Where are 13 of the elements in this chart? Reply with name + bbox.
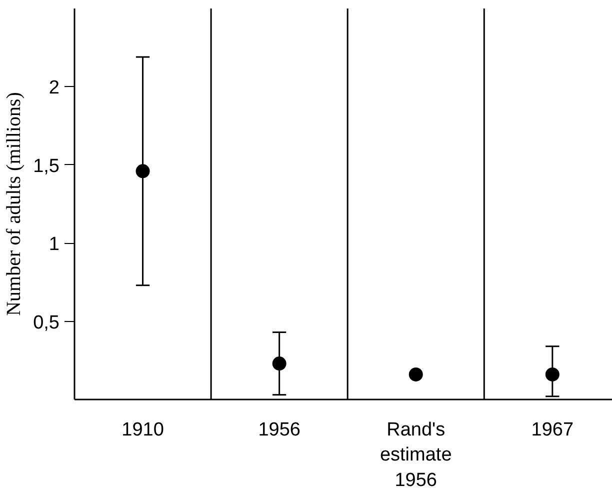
y-tick-label: 1 xyxy=(48,234,60,256)
point xyxy=(545,367,560,382)
point xyxy=(136,164,150,178)
x-tick-label: Rand's estimate 1956 xyxy=(380,420,452,491)
x-tick-label: 1956 xyxy=(258,420,300,440)
x-tick-label: 1910 xyxy=(122,420,164,440)
y-tick-label: 1,5 xyxy=(33,156,60,177)
y-axis-title: Number of adults (millions) xyxy=(3,92,26,316)
x-tick-label: 1967 xyxy=(531,420,574,440)
y-tick-label: 2 xyxy=(48,78,60,99)
point xyxy=(272,356,286,371)
point xyxy=(408,367,423,382)
y-tick-label: 0,5 xyxy=(33,312,60,334)
